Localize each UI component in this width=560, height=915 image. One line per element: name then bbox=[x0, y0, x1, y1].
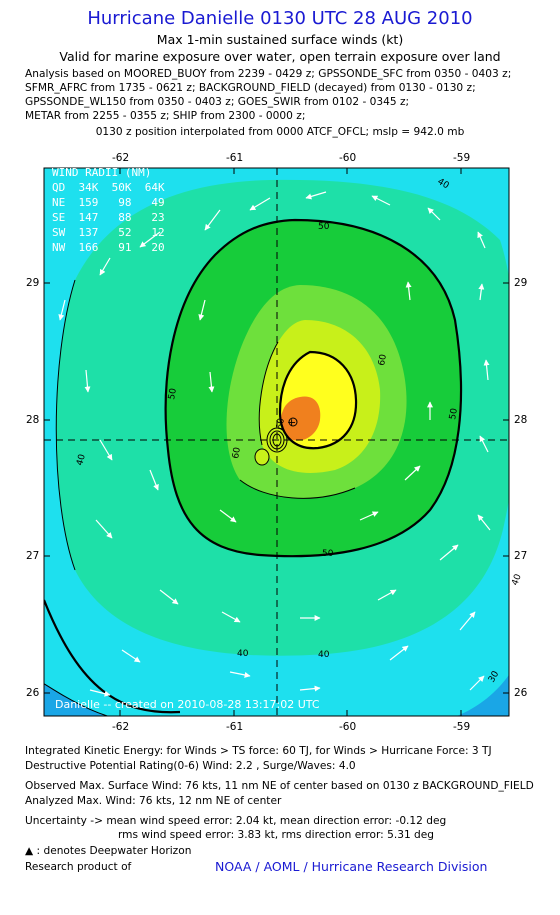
contour-label: 50 bbox=[318, 222, 330, 232]
wind-arrow bbox=[371, 195, 391, 206]
wind-radii-row: SE 147 88 23 bbox=[52, 211, 165, 224]
wind-arrow bbox=[305, 191, 327, 200]
wind-arrow bbox=[427, 207, 441, 221]
dpr-line: Destructive Potential Rating(0-6) Wind: … bbox=[25, 760, 356, 772]
subtitle: Max 1-min sustained surface winds (kt) bbox=[156, 32, 404, 47]
wind-radii-columns: QD 34K 50K 64K bbox=[52, 181, 165, 194]
analyzed-max-wind: Analyzed Max. Wind: 76 kts, 12 nm NE of … bbox=[25, 795, 282, 807]
observed-max-wind: Observed Max. Surface Wind: 76 kts, 11 n… bbox=[25, 780, 534, 792]
ike-line: Integrated Kinetic Energy: for Winds > T… bbox=[25, 745, 492, 757]
wind-arrow bbox=[389, 645, 409, 661]
lat-tick-left: 28 bbox=[26, 414, 40, 426]
creation-credit: Danielle -- created on 2010-08-28 13:17:… bbox=[55, 698, 320, 711]
noaa-link[interactable]: NOAA / AOML / Hurricane Research Divisio… bbox=[215, 859, 488, 874]
wind-arrow bbox=[58, 299, 66, 321]
wind-arrow bbox=[149, 469, 159, 491]
lat-tick-left: 26 bbox=[26, 687, 40, 699]
lat-tick-right: 27 bbox=[514, 550, 528, 562]
lon-tick-top: -62 bbox=[112, 152, 130, 164]
wind-arrow bbox=[249, 197, 271, 211]
lat-tick-left: 29 bbox=[26, 277, 40, 289]
lat-tick-left: 27 bbox=[26, 550, 40, 562]
wind-arrow bbox=[208, 371, 215, 393]
contour-label: 40 bbox=[237, 649, 249, 659]
contour-label: 60 bbox=[275, 417, 287, 430]
eye-calm-area bbox=[254, 448, 270, 466]
wind-arrow bbox=[121, 649, 141, 663]
wind-arrow bbox=[99, 439, 113, 461]
wind-arrow bbox=[478, 283, 485, 301]
tick-marks bbox=[44, 168, 509, 716]
wind-arrow bbox=[483, 359, 490, 381]
wind-arrow bbox=[89, 689, 111, 697]
wind-arrow bbox=[299, 685, 321, 692]
position-note: 0130 z position interpolated from 0000 A… bbox=[95, 126, 465, 138]
lon-tick-bottom: -60 bbox=[339, 721, 357, 733]
contour-label: 40 bbox=[318, 650, 330, 660]
max-wind-marker bbox=[288, 417, 298, 427]
contour-label: 50 bbox=[322, 549, 334, 559]
wind-arrow bbox=[359, 511, 379, 521]
page-title: Hurricane Danielle 0130 UTC 28 AUG 2010 bbox=[87, 8, 473, 29]
analysis-line: METAR from 2255 - 0355 z; SHIP from 2300… bbox=[25, 110, 306, 122]
wind-arrow bbox=[159, 589, 179, 605]
wind-arrow bbox=[204, 209, 221, 231]
wind-radii-row: SW 137 52 12 bbox=[52, 226, 165, 239]
plot-frame bbox=[43, 167, 510, 717]
lat-tick-right: 29 bbox=[514, 277, 528, 289]
analysis-line: GPSSONDE_WL150 from 0350 - 0403 z; GOES_… bbox=[25, 96, 410, 108]
wind-radii-row: NE 159 98 49 bbox=[52, 196, 165, 209]
deepwater-label: : denotes Deepwater Horizon bbox=[36, 845, 192, 857]
wind-arrow bbox=[229, 671, 251, 678]
wind-fill-75kt bbox=[280, 396, 321, 441]
wind-arrow bbox=[477, 231, 486, 249]
lat-tick-right: 26 bbox=[514, 687, 528, 699]
wind-arrow bbox=[377, 589, 397, 601]
contour-label: 60 bbox=[231, 446, 243, 459]
lat-tick-right: 28 bbox=[514, 414, 528, 426]
wind-arrow bbox=[439, 544, 459, 561]
triangle-icon: ▲ bbox=[25, 845, 34, 857]
analysis-line: Analysis based on MOORED_BUOY from 2239 … bbox=[25, 68, 512, 80]
analysis-line: SFMR_AFRC from 1735 - 0621 z; BACKGROUND… bbox=[25, 82, 476, 94]
lon-tick-bottom: -59 bbox=[453, 721, 471, 733]
contour-label: 40 bbox=[510, 573, 523, 587]
wind-arrow bbox=[198, 299, 206, 321]
deepwater-legend: ▲ : denotes Deepwater Horizon bbox=[25, 845, 191, 857]
lon-tick-top: -60 bbox=[339, 152, 357, 164]
wind-arrow bbox=[219, 509, 237, 523]
analysis-sources: Analysis based on MOORED_BUOY from 2239 … bbox=[25, 67, 511, 123]
wind-arrow bbox=[139, 231, 161, 248]
wind-arrows bbox=[58, 191, 491, 697]
wind-arrow bbox=[477, 514, 491, 531]
wind-arrow bbox=[95, 519, 113, 539]
wind-arrow bbox=[479, 435, 489, 453]
lon-tick-bottom: -62 bbox=[112, 721, 130, 733]
contour-label: 50 bbox=[448, 407, 460, 420]
wind-arrow bbox=[459, 611, 476, 631]
uncertainty-line-1: Uncertainty -> mean wind speed error: 2.… bbox=[25, 815, 447, 827]
contour-label: 60 bbox=[377, 353, 389, 366]
wind-arrow bbox=[84, 369, 91, 393]
wind-radii-table: WIND RADII (NM) QD 34K 50K 64K NE 159 98 4… bbox=[52, 165, 165, 255]
wind-arrow bbox=[469, 675, 485, 691]
contour-label: 50 bbox=[167, 387, 179, 400]
wind-arrow bbox=[404, 465, 421, 481]
lon-tick-bottom: -61 bbox=[226, 721, 244, 733]
product-label: Research product of bbox=[25, 861, 132, 873]
lon-tick-top: -59 bbox=[453, 152, 471, 164]
lon-tick-top: -61 bbox=[226, 152, 244, 164]
uncertainty-line-2: rms wind speed error: 3.83 kt, rms direc… bbox=[118, 829, 435, 841]
storm-center-symbol: + bbox=[287, 416, 296, 429]
wind-arrow bbox=[405, 281, 412, 301]
wind-arrow bbox=[221, 611, 241, 623]
wind-radii-row: NW 166 91 20 bbox=[52, 241, 165, 254]
wind-radii-header: WIND RADII (NM) bbox=[52, 166, 152, 179]
validity-note: Valid for marine exposure over water, op… bbox=[59, 49, 501, 64]
wind-arrow bbox=[99, 257, 111, 276]
contour-label: 40 bbox=[75, 453, 88, 467]
